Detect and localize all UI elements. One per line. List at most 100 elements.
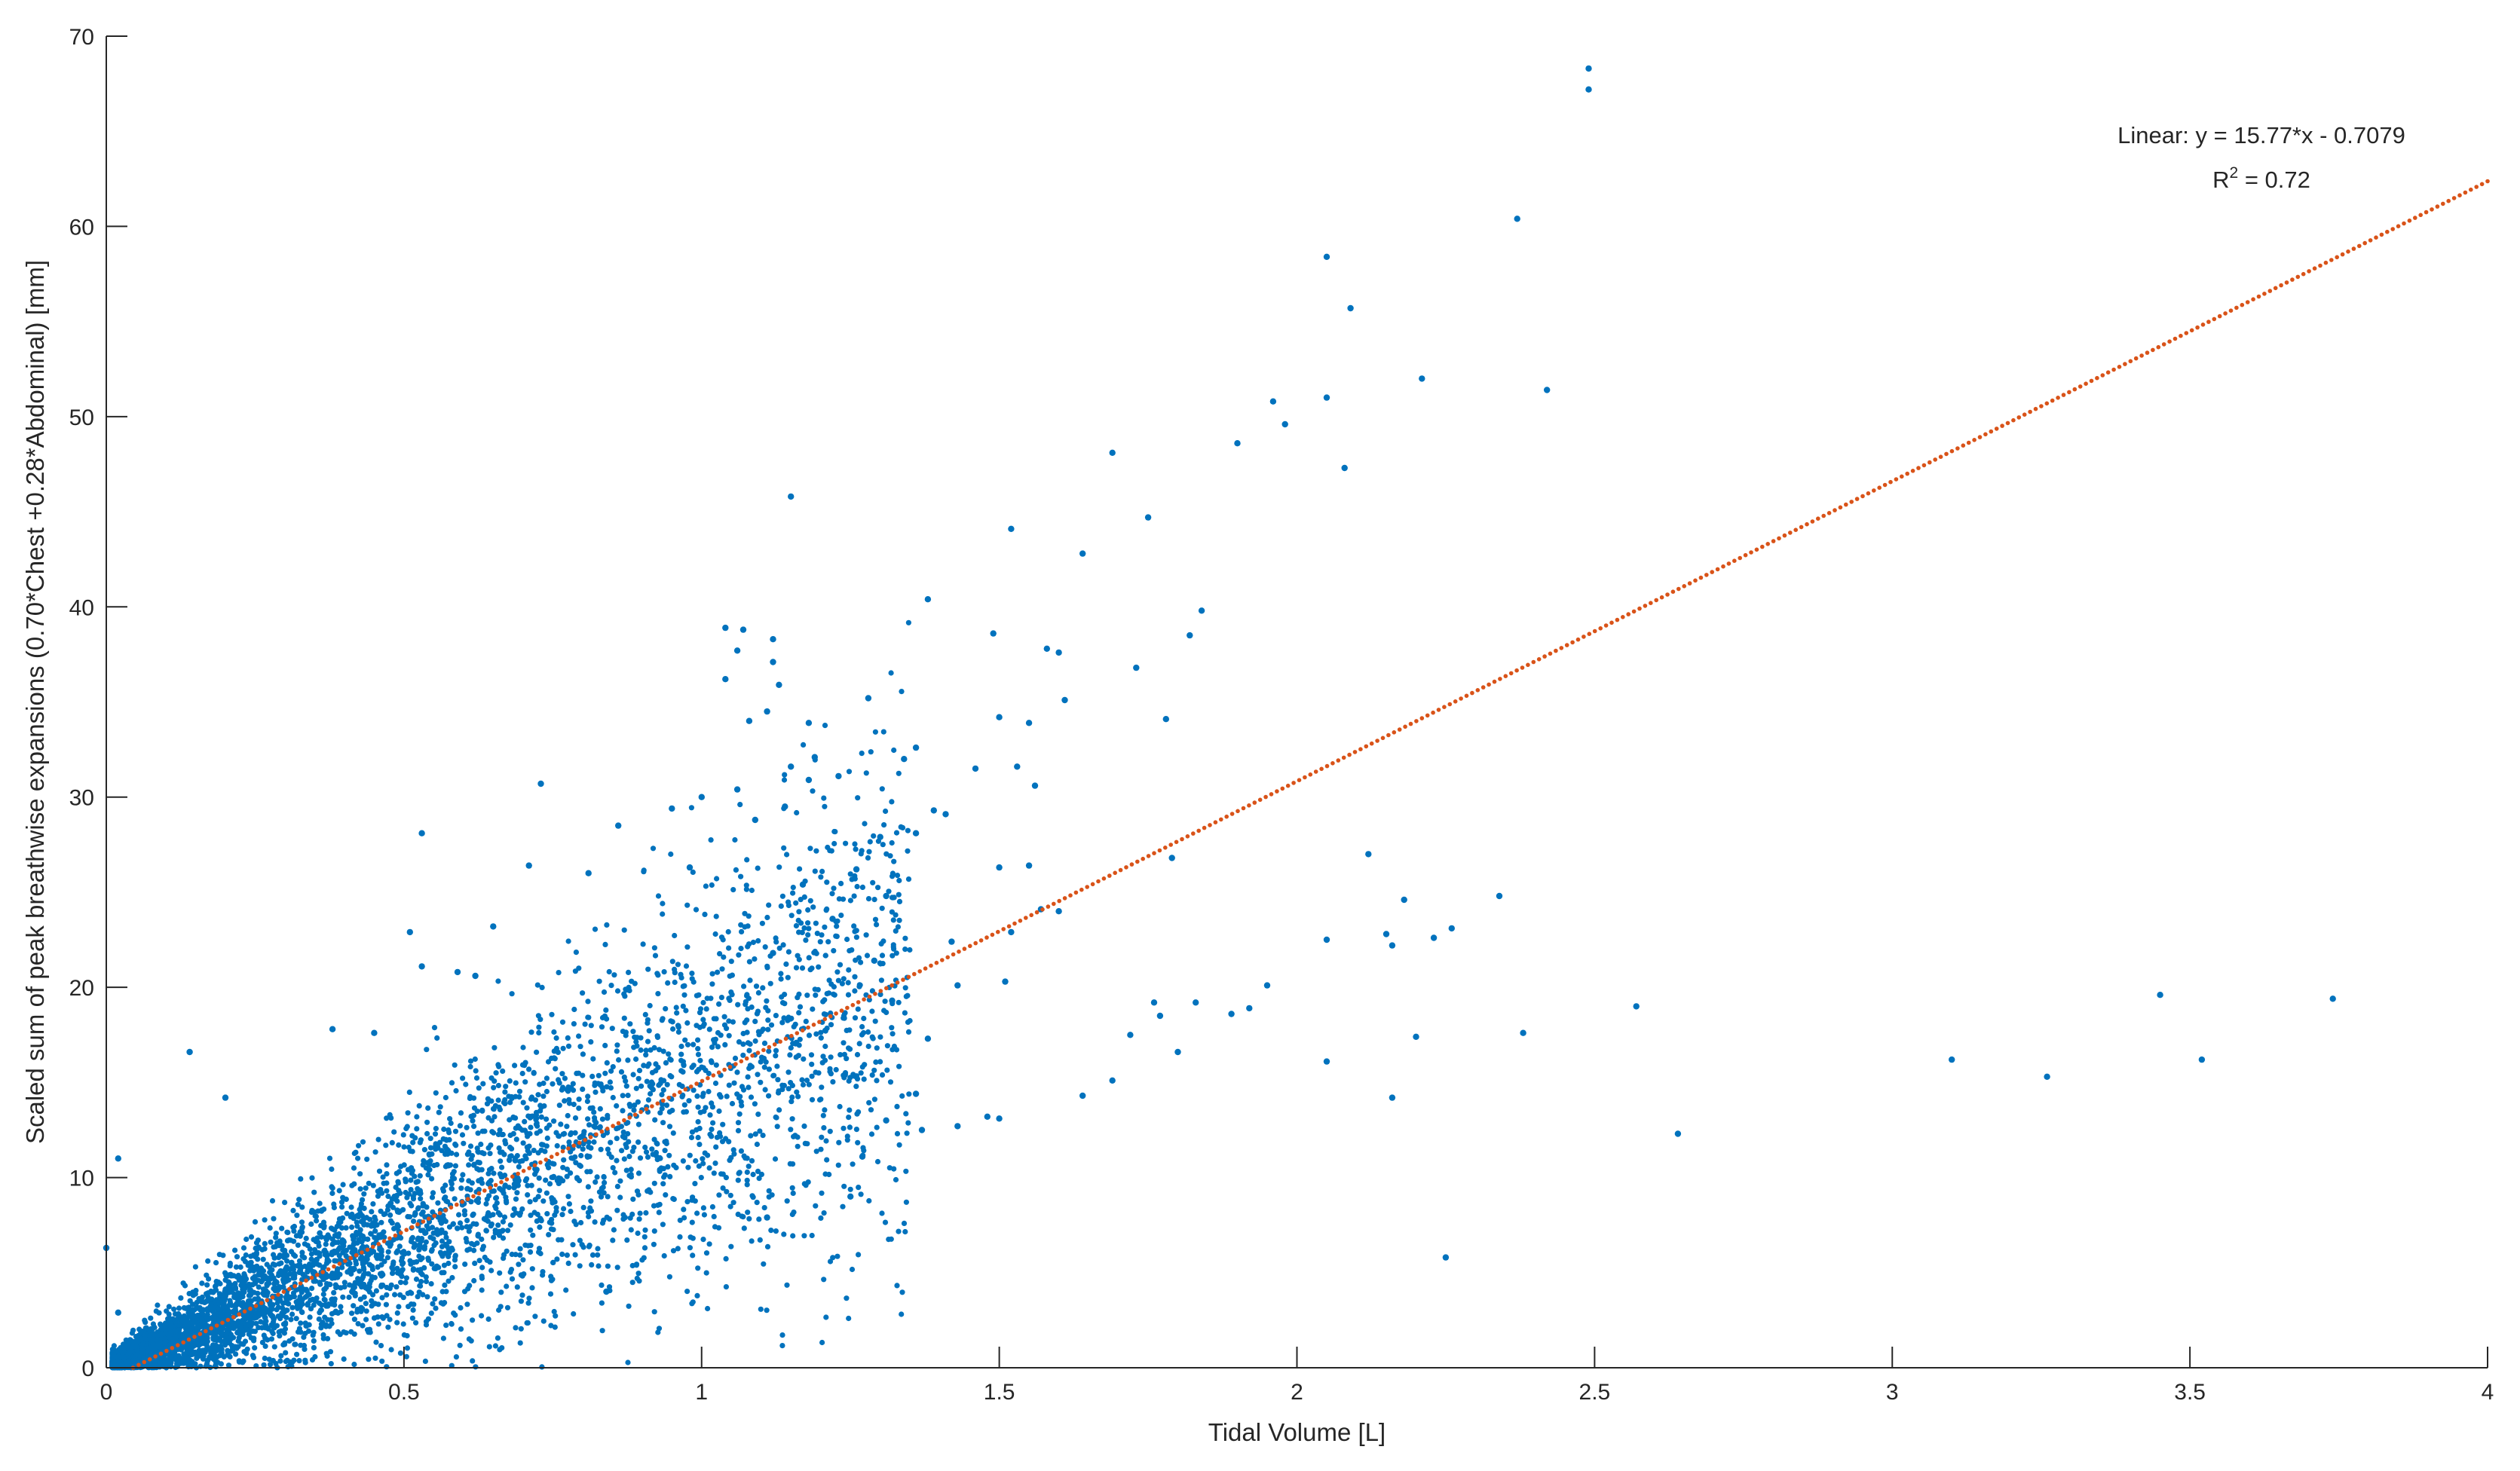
data-point (625, 1093, 631, 1099)
data-point (283, 1264, 289, 1270)
data-point (500, 1235, 507, 1241)
data-point (695, 1104, 701, 1110)
data-point (464, 1185, 470, 1191)
data-point (210, 1289, 216, 1295)
data-point (403, 1353, 409, 1359)
data-point (409, 1236, 415, 1242)
data-point (821, 795, 827, 801)
data-point (472, 1056, 478, 1063)
data-point (856, 1109, 862, 1115)
data-point (507, 1154, 513, 1160)
data-point (467, 1063, 473, 1070)
data-point (565, 1043, 572, 1049)
data-point (643, 1149, 650, 1155)
data-point (179, 1333, 185, 1339)
data-point (681, 1102, 687, 1108)
data-point (810, 904, 816, 910)
data-point (591, 1109, 597, 1115)
data-point (781, 1231, 787, 1237)
data-point (694, 1292, 700, 1298)
data-point (338, 1304, 344, 1310)
data-point (758, 1059, 764, 1065)
data-point (389, 1220, 395, 1226)
data-point (754, 1200, 760, 1206)
data-point (384, 1255, 390, 1261)
data-point (616, 1057, 622, 1063)
data-point (441, 1262, 448, 1268)
data-point (672, 932, 678, 939)
data-point (685, 1164, 691, 1170)
data-point (332, 1240, 338, 1246)
data-point (417, 1245, 423, 1251)
data-point (190, 1292, 196, 1298)
data-point (603, 1007, 609, 1013)
data-point (641, 1063, 647, 1069)
data-point (307, 1314, 313, 1320)
data-point (846, 1078, 852, 1084)
data-point (806, 1081, 812, 1087)
data-point (774, 1124, 780, 1130)
data-point (686, 1098, 692, 1104)
data-point (700, 1161, 706, 1167)
data-point (734, 1069, 740, 1075)
data-point (819, 932, 825, 938)
data-point (902, 947, 908, 953)
data-point (339, 1204, 345, 1210)
data-point (483, 1228, 490, 1234)
data-point (695, 1051, 702, 1057)
data-point (441, 1126, 447, 1133)
data-point (853, 1127, 859, 1133)
data-point (858, 1191, 864, 1197)
data-point (302, 1346, 308, 1352)
data-point (211, 1314, 217, 1320)
data-point (573, 1139, 579, 1145)
data-point (338, 1199, 345, 1205)
data-point (221, 1353, 227, 1360)
data-point (678, 1051, 684, 1057)
data-point (565, 1035, 571, 1041)
data-point (387, 1212, 393, 1218)
data-point (356, 1237, 362, 1243)
data-point (204, 1282, 210, 1288)
data-point (353, 1149, 359, 1155)
data-point (611, 1227, 617, 1233)
data-point (158, 1356, 164, 1362)
data-point (779, 994, 785, 1000)
data-point (181, 1304, 187, 1311)
data-point (290, 1290, 297, 1296)
data-point (466, 1178, 472, 1184)
data-point (866, 1099, 872, 1106)
data-point (369, 1209, 375, 1215)
data-point (709, 1203, 716, 1210)
data-point (874, 1158, 881, 1165)
data-point (797, 1004, 804, 1010)
data-point (470, 1213, 476, 1219)
data-point (813, 1148, 819, 1154)
data-point (262, 1343, 268, 1349)
data-point (254, 1263, 260, 1269)
data-point (252, 1329, 258, 1335)
data-point (248, 1298, 254, 1304)
data-point (701, 1212, 708, 1218)
data-point (406, 1089, 412, 1095)
data-point (680, 1158, 687, 1164)
data-point (820, 1054, 826, 1060)
data-point (534, 1049, 540, 1055)
data-point (254, 1296, 261, 1302)
data-point (681, 992, 687, 998)
data-point (454, 1151, 460, 1158)
data-point (378, 1234, 384, 1240)
data-point (666, 1274, 673, 1280)
data-point (813, 992, 819, 999)
data-point (628, 1227, 634, 1233)
data-point (406, 1144, 412, 1151)
data-point (532, 1314, 538, 1320)
data-point (736, 1039, 743, 1045)
data-point (340, 1294, 346, 1300)
data-point (822, 803, 828, 809)
data-point (708, 837, 714, 843)
data-point (216, 1252, 222, 1258)
data-point (472, 1260, 478, 1266)
data-point (467, 1246, 473, 1252)
data-point (267, 1362, 274, 1368)
